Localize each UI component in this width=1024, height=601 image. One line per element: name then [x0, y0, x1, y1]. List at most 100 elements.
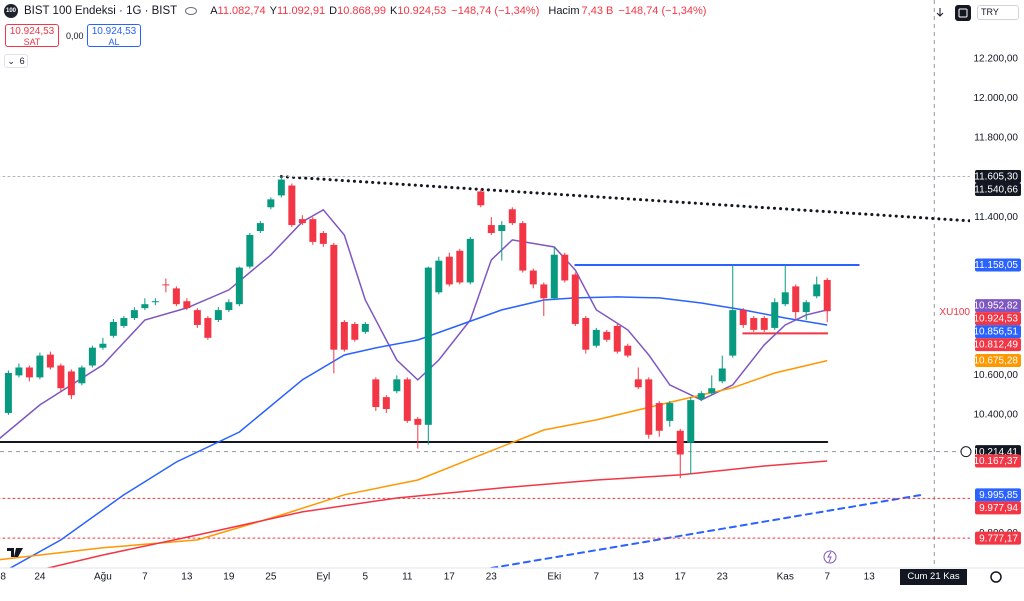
page: {"header":{"logo":"100","title":"BIST 10… [0, 0, 1024, 585]
volume-change: −148,74 (−1,34%) [618, 5, 707, 17]
price-label-box [975, 353, 1021, 367]
price-label-box [975, 325, 1021, 339]
x-tick-label: 13 [633, 572, 645, 583]
price-label: 10.856,51 [974, 327, 1019, 338]
candle-body [225, 302, 233, 311]
x-tick-label: 7 [142, 572, 148, 583]
candle-body [351, 323, 359, 340]
candle-body [466, 238, 474, 283]
price-label-box [975, 501, 1021, 515]
candle-body [382, 397, 390, 410]
candle-body [813, 284, 821, 297]
scroll-icon[interactable] [936, 8, 944, 17]
candle-body [508, 209, 516, 224]
candle-body [603, 331, 611, 340]
x-tick-label: Ağu [94, 572, 112, 583]
events-bolt [827, 551, 832, 563]
candle-body [88, 347, 96, 366]
candle-body [540, 284, 548, 299]
candle-body [120, 318, 128, 326]
candle-body [823, 279, 831, 312]
candle-body [414, 418, 422, 425]
candle-body [592, 329, 600, 346]
price-label: 10.952,82 [974, 301, 1019, 312]
candle-body [46, 354, 54, 368]
candle-body [393, 379, 401, 392]
ohlc-value: 10.924,53 [397, 5, 447, 17]
candle-body [288, 185, 296, 226]
candle-body [204, 318, 212, 338]
candle-body [519, 223, 527, 271]
candle-body [277, 179, 285, 196]
price-label: 11.158,05 [974, 260, 1018, 271]
candle-body [771, 302, 779, 328]
ohlc-value: 11.082,74 [217, 5, 266, 17]
candle-body [613, 325, 621, 352]
candle-body [267, 199, 275, 208]
ohlc-key: A [210, 5, 218, 17]
price-label: 9.977,94 [979, 503, 1018, 514]
symbol-title[interactable]: BIST 100 Endeksi · 1G · BIST [24, 5, 178, 17]
candle-body [435, 260, 443, 293]
crosshair-date: Cum 21 Kas '25 [900, 569, 967, 598]
candle-body [750, 318, 758, 330]
currency-select[interactable]: TRY [977, 5, 1019, 20]
candle-body [739, 310, 747, 325]
candle-body [550, 254, 558, 299]
buy-button[interactable]: 10.924,53 AL [87, 24, 141, 47]
y-tick-label: 11.800,00 [974, 133, 1018, 144]
candle-body [319, 232, 327, 244]
price-label: 11.605,30 [974, 172, 1018, 183]
symbol-label: XU100 [939, 307, 970, 318]
candle-body [477, 191, 485, 206]
candle-body [256, 223, 264, 232]
candle-body [687, 400, 695, 443]
candle-body [760, 318, 768, 330]
ohlc-key: D [329, 5, 338, 17]
price-label-box [975, 338, 1021, 352]
candle-body [193, 310, 201, 325]
level-line [490, 493, 923, 568]
x-tick-label: 24 [34, 572, 46, 583]
candle-body [708, 388, 716, 394]
candle-body [78, 367, 86, 384]
screenshot-button[interactable] [955, 5, 971, 21]
events-icon[interactable] [823, 550, 837, 564]
price-label: 10.675,28 [974, 356, 1019, 367]
settings-icon[interactable] [990, 571, 1002, 583]
y-tick-label: 11.400,00 [974, 212, 1018, 223]
volume: 7,43 B [581, 5, 614, 17]
sell-label: SAT [23, 37, 41, 47]
candle-body [445, 256, 453, 285]
candle-body [57, 365, 65, 389]
x-tick-label: 5 [363, 572, 369, 583]
visibility-icon[interactable] [185, 7, 198, 15]
price-label: 10.812,49 [974, 340, 1019, 351]
candle-body [802, 302, 810, 313]
candle-body [246, 234, 254, 267]
candle-body [99, 343, 107, 348]
price-label-box [975, 531, 1021, 545]
candle-body [361, 323, 369, 332]
sell-button[interactable]: 10.924,53 SAT [5, 24, 59, 47]
price-label: 9.777,17 [979, 533, 1018, 544]
level-line [279, 175, 970, 223]
y-tick-label: 10.400,00 [974, 410, 1019, 421]
x-tick-label: Kas [777, 572, 794, 583]
price-label: 11.540,66 [974, 185, 1018, 196]
candle-body [792, 286, 800, 313]
candle-body [718, 368, 726, 382]
tv-logo[interactable] [7, 548, 23, 557]
candle-body [67, 371, 75, 396]
ohlc-key: Y [269, 5, 277, 17]
spread: 0,00 [66, 31, 84, 41]
candle-body [676, 430, 684, 455]
change: −148,74 (−1,34%) [451, 5, 540, 17]
candle-body [456, 250, 464, 283]
candle-body [561, 254, 569, 281]
x-tick-label: 17 [444, 572, 456, 583]
buy-price: 10.924,53 [91, 26, 137, 37]
x-tick-label: 23 [486, 572, 498, 583]
indicator-toggle[interactable]: ⌄ 6 [4, 54, 28, 68]
x-tick-label: 13 [181, 572, 193, 583]
